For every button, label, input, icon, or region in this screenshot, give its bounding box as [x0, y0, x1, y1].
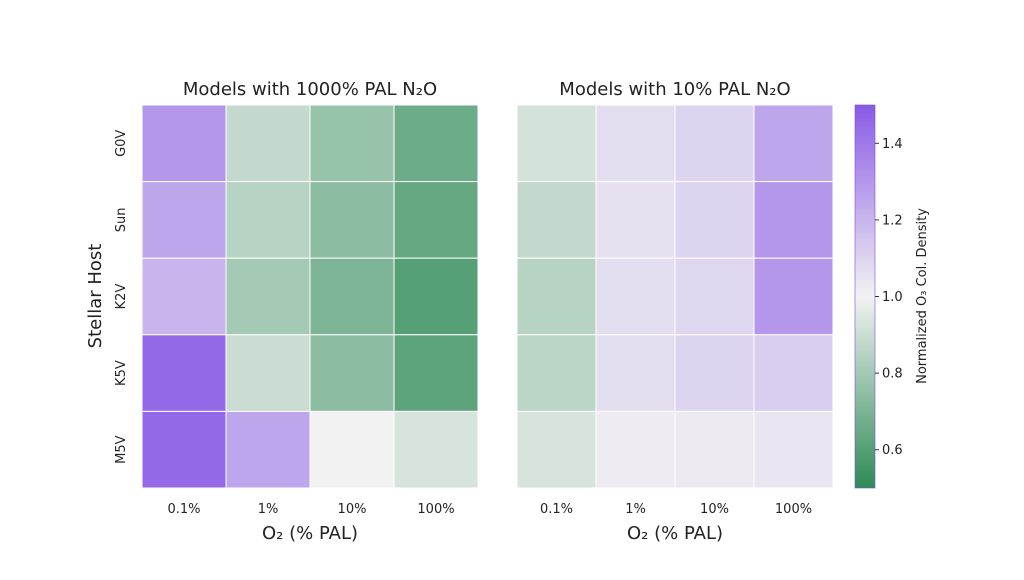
left-x-tick-label: 100%: [417, 502, 454, 517]
left-panel-title: Models with 1000% PAL N₂O: [183, 79, 437, 100]
right-x-tick-label: 100%: [775, 502, 812, 517]
right-cell-k5v-0: [516, 334, 597, 412]
right-cell-sun-0: [516, 181, 597, 259]
left-cell-m5v-2: [309, 410, 395, 489]
left-heatmap-cells: [141, 104, 479, 489]
right-cell-k2v-1: [595, 257, 676, 336]
left-cell-k5v-2: [309, 334, 395, 412]
colorbar: [854, 104, 876, 489]
right-cell-m5v-2: [674, 410, 755, 489]
right-cell-k5v-2: [674, 334, 755, 412]
right-cell-m5v-0: [516, 410, 597, 489]
left-cell-k5v-3: [393, 334, 479, 412]
left-y-tick-labels: G0V Sun K2V K5V M5V: [114, 130, 129, 464]
y-tick-label: Sun: [114, 208, 129, 233]
y-tick-label: K2V: [114, 284, 129, 310]
right-x-axis-label: O₂ (% PAL): [627, 523, 723, 544]
right-x-tick-label: 1%: [625, 502, 646, 517]
left-x-tick-label: 10%: [338, 502, 367, 517]
colorbar-ticks: 0.6 0.8 1.0 1.2 1.4: [875, 137, 903, 458]
left-cell-k2v-2: [309, 257, 395, 336]
left-cell-sun-1: [225, 181, 311, 259]
left-cell-k2v-1: [225, 257, 311, 336]
left-cell-k2v-0: [141, 257, 227, 336]
right-cell-k5v-3: [753, 334, 834, 412]
left-cell-sun-3: [393, 181, 479, 259]
right-heatmap-cells: [516, 104, 834, 489]
colorbar-tick-label: 0.8: [882, 367, 903, 382]
left-x-tick-label: 0.1%: [167, 502, 200, 517]
left-x-axis-label: O₂ (% PAL): [262, 523, 358, 544]
colorbar-label: Normalized O₃ Col. Density: [915, 208, 930, 384]
right-cell-k5v-1: [595, 334, 676, 412]
left-cell-g0v-1: [225, 104, 311, 183]
right-x-tick-labels: 0.1% 1% 10% 100%: [540, 502, 812, 517]
y-tick-label: K5V: [114, 360, 129, 386]
right-cell-g0v-3: [753, 104, 834, 183]
right-cell-g0v-2: [674, 104, 755, 183]
right-cell-sun-3: [753, 181, 834, 259]
right-panel-title: Models with 10% PAL N₂O: [559, 79, 790, 100]
colorbar-tick-label: 1.4: [882, 137, 903, 152]
right-x-tick-label: 10%: [700, 502, 729, 517]
left-x-tick-label: 1%: [258, 502, 279, 517]
colorbar-tick-label: 1.0: [882, 290, 903, 305]
right-cell-m5v-1: [595, 410, 676, 489]
left-cell-sun-2: [309, 181, 395, 259]
right-cell-k2v-2: [674, 257, 755, 336]
left-cell-g0v-3: [393, 104, 479, 183]
right-cell-sun-2: [674, 181, 755, 259]
right-x-tick-label: 0.1%: [540, 502, 573, 517]
left-cell-m5v-0: [141, 410, 227, 489]
colorbar-tick-label: 1.2: [882, 213, 903, 228]
left-cell-g0v-2: [309, 104, 395, 183]
y-tick-label: G0V: [114, 130, 129, 157]
left-cell-g0v-0: [141, 104, 227, 183]
left-cell-k2v-3: [393, 257, 479, 336]
y-axis-label: Stellar Host: [85, 244, 106, 349]
right-cell-sun-1: [595, 181, 676, 259]
left-cell-m5v-1: [225, 410, 311, 489]
left-cell-sun-0: [141, 181, 227, 259]
right-cell-g0v-1: [595, 104, 676, 183]
left-cell-m5v-3: [393, 410, 479, 489]
left-cell-k5v-0: [141, 334, 227, 412]
y-tick-label: M5V: [114, 435, 129, 463]
right-cell-k2v-0: [516, 257, 597, 336]
right-cell-m5v-3: [753, 410, 834, 489]
left-x-tick-labels: 0.1% 1% 10% 100%: [167, 502, 454, 517]
right-cell-k2v-3: [753, 257, 834, 336]
left-cell-k5v-1: [225, 334, 311, 412]
colorbar-tick-label: 0.6: [882, 443, 903, 458]
right-cell-g0v-0: [516, 104, 597, 183]
